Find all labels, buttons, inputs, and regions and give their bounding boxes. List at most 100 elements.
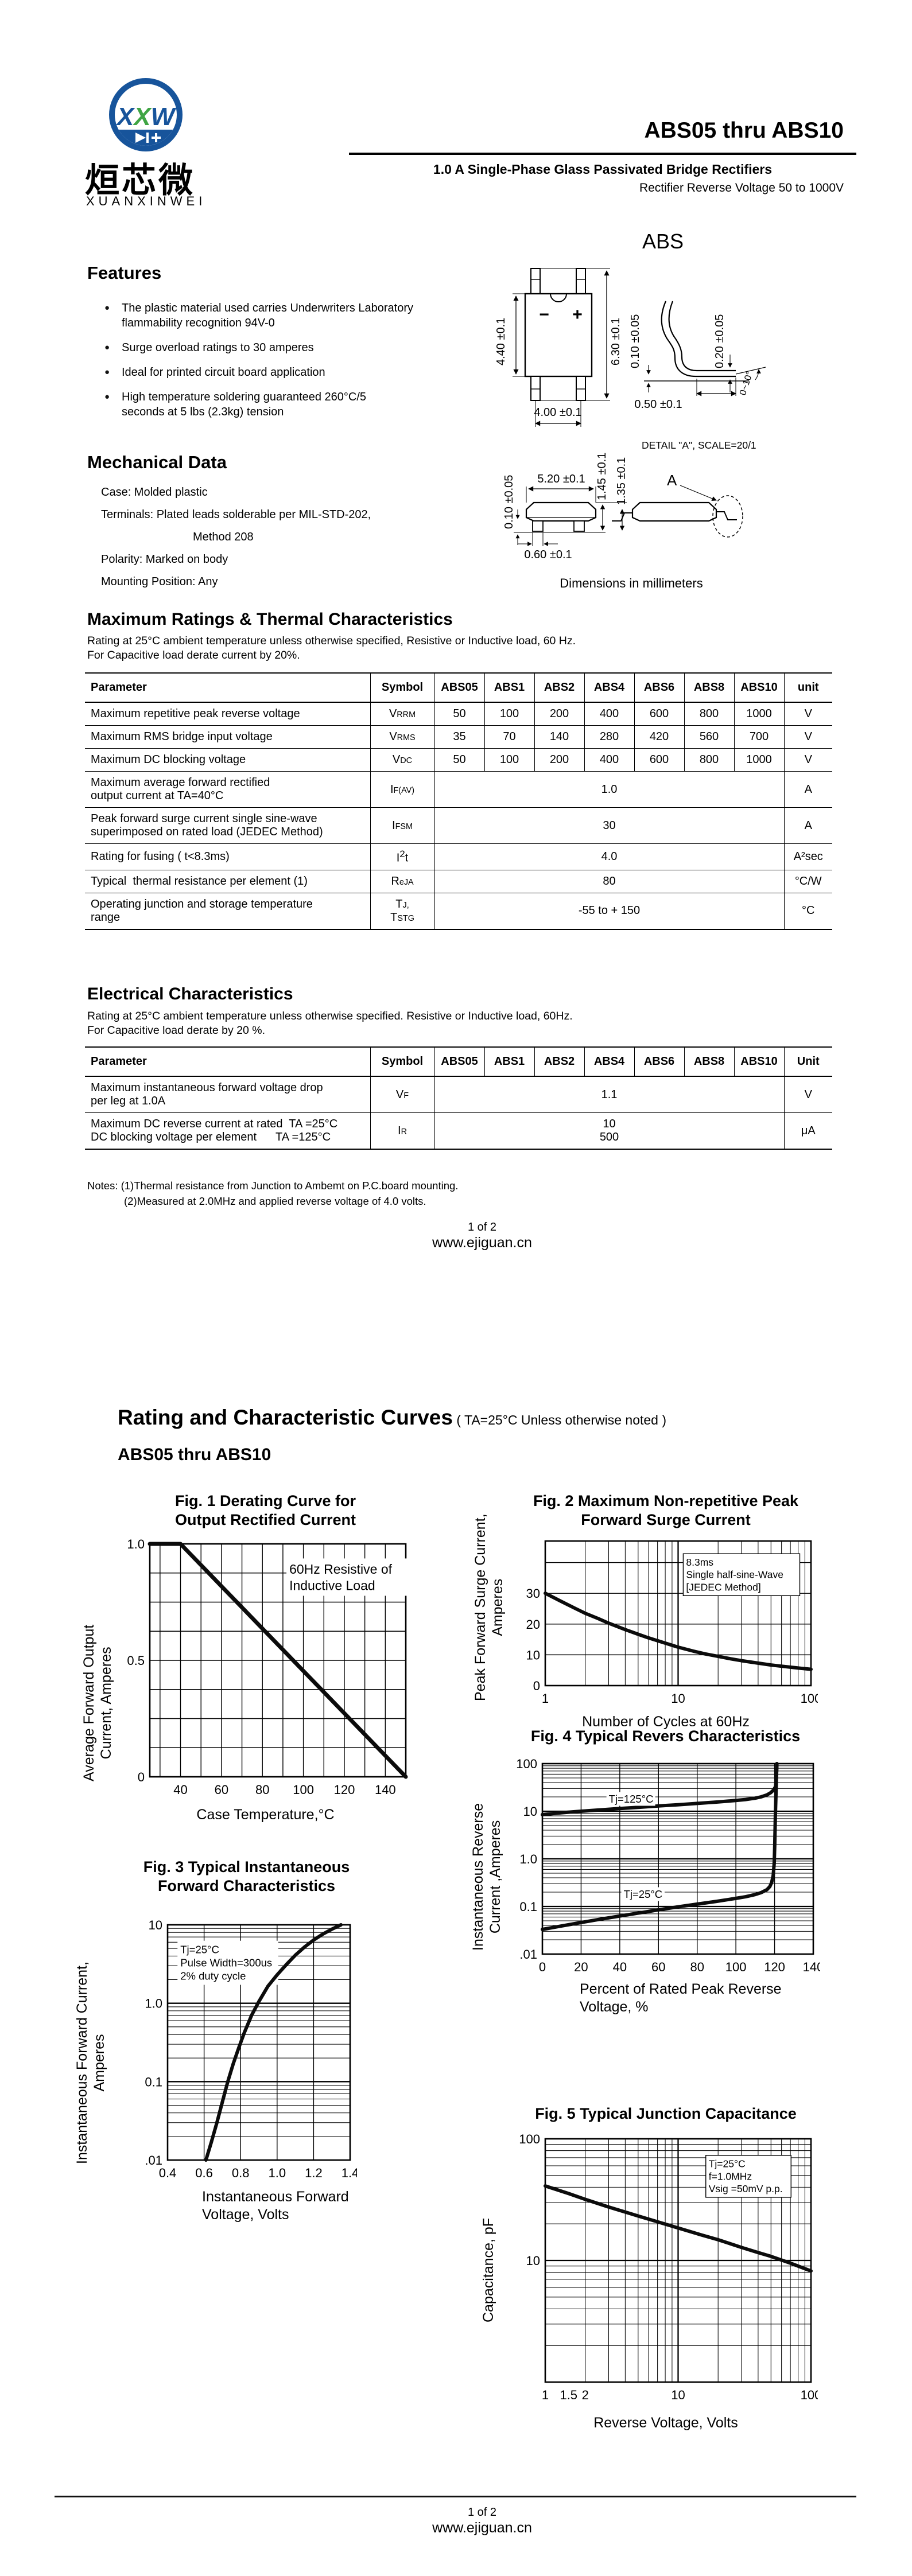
- svg-text:100: 100: [516, 1758, 537, 1771]
- svg-text:60: 60: [215, 1783, 228, 1797]
- column-header: ABS10: [734, 672, 784, 703]
- value-cell: 560: [684, 725, 734, 749]
- svg-text:40: 40: [613, 1960, 627, 1974]
- svg-text:60Hz Resistive of: 60Hz Resistive of: [289, 1562, 393, 1577]
- electrical-note2: For Capacitive load derate by 20 %.: [87, 1024, 266, 1037]
- table-row: Maximum average forward rectified output…: [85, 771, 832, 808]
- value-cell: 4.0: [434, 843, 784, 870]
- fig2-tick-labels: 1 10 100 0 10 20 30: [526, 1586, 818, 1706]
- fig2-title: Fig. 2 Maximum Non-repetitive Peak Forwa…: [533, 1492, 799, 1528]
- fig1-ylabel: Average Forward Output Current, Amperes: [81, 1624, 114, 1781]
- max-ratings-heading: Maximum Ratings & Thermal Characteristic…: [87, 610, 453, 629]
- fig4-grid: [542, 1764, 813, 1954]
- value-cell: 1.1: [434, 1076, 784, 1113]
- symbol-cell: VF: [370, 1076, 434, 1113]
- svg-text:40: 40: [173, 1783, 187, 1797]
- unit-cell: μA: [783, 1112, 832, 1149]
- symbol-text: ReJA: [391, 874, 414, 888]
- symbol-text: IF(AV): [390, 783, 415, 796]
- curves-heading-main: Rating and Characteristic Curves: [118, 1406, 453, 1429]
- series-output-current-derating: [148, 1542, 408, 1779]
- svg-text:Tj=25°C: Tj=25°C: [180, 1944, 219, 1956]
- column-header: ABS2: [534, 1046, 584, 1077]
- table-row: Maximum DC blocking voltage VDC 50 100 200 40…: [85, 748, 832, 772]
- fig5-tick-labels: 1 1.5 2 10 100 10 100: [519, 2133, 818, 2402]
- symbol-text: IFSM: [392, 819, 413, 832]
- dim-lead-pitch: 4.00 ±0.1: [534, 406, 582, 419]
- symbol-text: VDC: [392, 753, 413, 766]
- page1-footer-site: www.ejiguan.cn: [432, 1235, 532, 1251]
- svg-text:8.3ms: 8.3ms: [686, 1557, 713, 1568]
- value-cell: 50: [434, 748, 484, 772]
- parameter-cell: Maximum repetitive peak reverse voltage: [85, 702, 370, 726]
- dim-height-body: 1.35 ±0.1: [615, 457, 628, 505]
- fig3-ylabel: Instantaneous Forward Current, Amperes: [74, 1962, 107, 2164]
- electrical-note1: Rating at 25°C ambient temperature unles…: [87, 1010, 573, 1022]
- column-header: ABS05: [434, 1046, 484, 1077]
- svg-text:.01: .01: [145, 2153, 162, 2168]
- fig1-title: Fig. 1 Derating Curve for Output Rectifi…: [174, 1492, 356, 1528]
- svg-text:140: 140: [375, 1783, 396, 1797]
- column-header: ABS05: [434, 672, 484, 703]
- svg-text:[JEDEC Method]: [JEDEC Method]: [686, 1581, 760, 1593]
- fig4-chart: Tj=125°C Tj=25°C 0 20 40 60 80 100 120 140 .01 0.1 1…: [516, 1758, 820, 1974]
- page2-footer-pagenum: 1 of 2: [467, 2506, 497, 2519]
- bullet-icon: ●: [104, 303, 110, 313]
- value-cell: 280: [584, 725, 634, 749]
- svg-text:0.6: 0.6: [195, 2166, 213, 2180]
- symbol-cell: I2t: [370, 843, 434, 870]
- column-header: unit: [783, 672, 832, 703]
- svg-text:.01: .01: [519, 1947, 537, 1962]
- svg-text:1: 1: [542, 1691, 549, 1706]
- svg-text:1.4: 1.4: [341, 2166, 357, 2180]
- max-ratings-note1: Rating at 25°C ambient temperature unles…: [87, 635, 576, 647]
- mechanical-item: Mounting Position: Any: [101, 575, 218, 588]
- value-cell: 35: [434, 725, 484, 749]
- package-lead-detail: [644, 301, 766, 396]
- fig4-series: [541, 1762, 779, 1931]
- dim-foot-thickness: 0.20 ±0.05: [713, 314, 726, 368]
- fig1-series: [148, 1542, 408, 1779]
- fig3-series: [204, 1923, 343, 2162]
- svg-text:1.0: 1.0: [519, 1852, 537, 1866]
- feature-item: ● Surge overload ratings to 30 amperes: [104, 340, 449, 355]
- mechanical-list: Case: Molded plastic Terminals: Plated le…: [101, 485, 468, 597]
- features-heading: Features: [87, 263, 162, 283]
- svg-text:1.5: 1.5: [560, 2388, 577, 2402]
- symbol-cell: VDC: [370, 748, 434, 772]
- bullet-icon: ●: [104, 343, 110, 352]
- svg-text:1.2: 1.2: [305, 2166, 323, 2180]
- svg-text:120: 120: [334, 1783, 355, 1797]
- symbol-text: VRMS: [389, 730, 416, 743]
- symbol-text: I2t: [396, 849, 409, 865]
- svg-text:0.8: 0.8: [232, 2166, 250, 2180]
- svg-text:80: 80: [255, 1783, 269, 1797]
- data-table: Parameter Symbol ABS05 ABS1 ABS2 ABS4 ABS6 ABS8…: [85, 672, 832, 930]
- svg-text:0: 0: [539, 1960, 546, 1974]
- value-cell: 700: [734, 725, 784, 749]
- value-cell: 1000: [734, 702, 784, 726]
- column-header: ABS4: [584, 672, 634, 703]
- mechanical-item: Method 208: [193, 531, 254, 543]
- package-label: ABS: [642, 229, 684, 253]
- svg-text:0: 0: [138, 1770, 145, 1784]
- feature-item: ● The plastic material used carries Under…: [104, 301, 449, 330]
- svg-text:10: 10: [523, 1804, 537, 1819]
- title-rule: [349, 153, 856, 155]
- mechanical-item: Polarity: Marked on body: [101, 553, 228, 566]
- unit-cell: A²sec: [783, 843, 832, 870]
- value-cell: 400: [584, 748, 634, 772]
- table-row: Operating junction and storage temperatu…: [85, 892, 832, 929]
- series-junction-capacitance: [544, 2184, 813, 2273]
- series-Tj=125°C: [541, 1762, 779, 1816]
- symbol-text: TSTG: [390, 910, 414, 924]
- fig4-title: Fig. 4 Typical Revers Characteristics: [530, 1727, 801, 1745]
- svg-text:30: 30: [526, 1586, 540, 1601]
- parameter-cell: Maximum instantaneous forward voltage dr…: [85, 1076, 370, 1113]
- fig2-ylabel: Peak Forward Surge Current, Amperes: [472, 1513, 506, 1701]
- svg-text:100: 100: [801, 1691, 818, 1706]
- value-cell: 200: [534, 748, 584, 772]
